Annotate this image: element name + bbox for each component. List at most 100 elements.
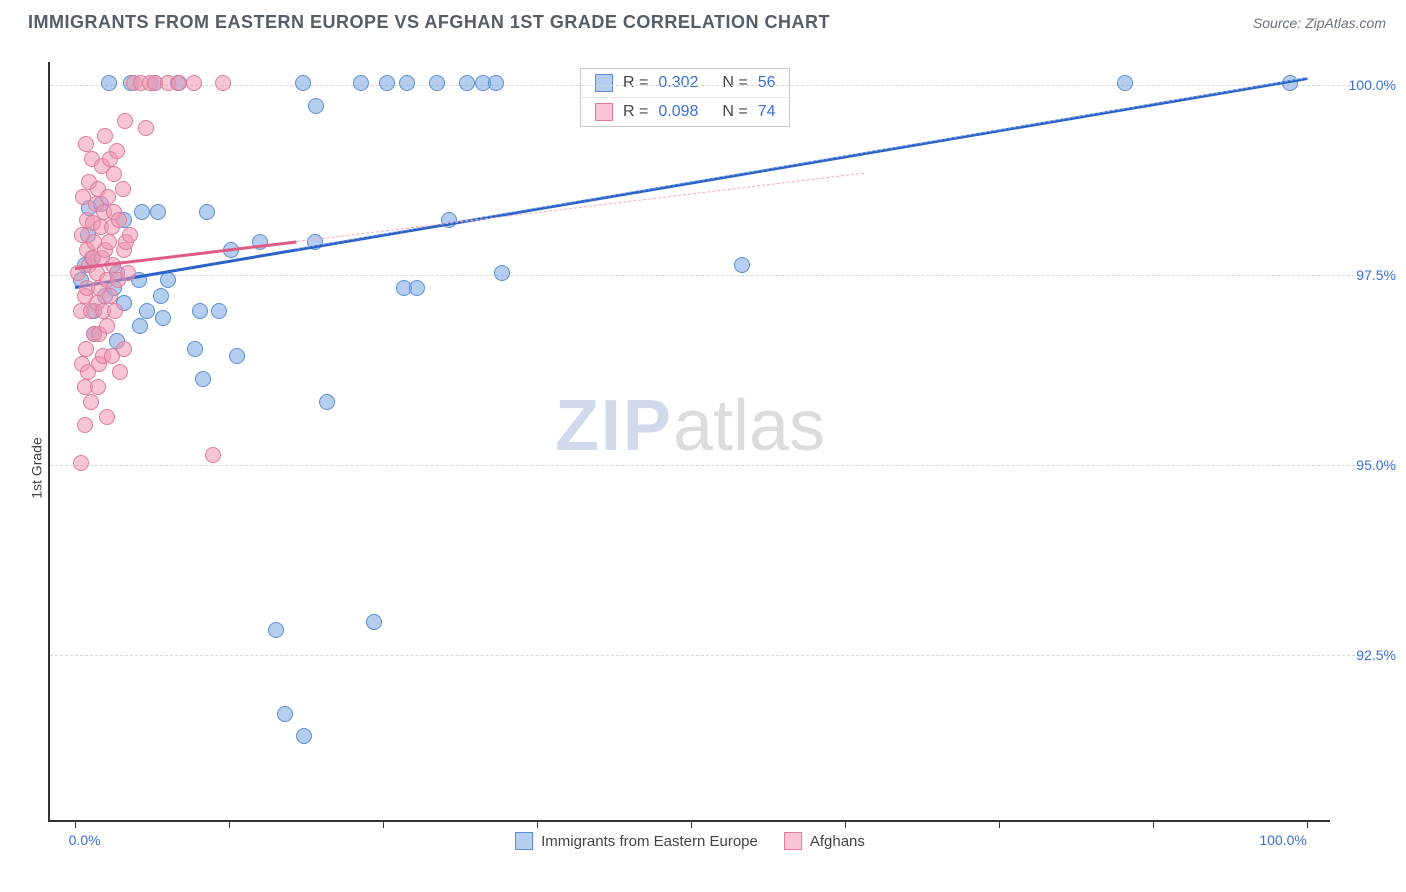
x-tick	[1153, 820, 1154, 828]
stat-n-label: N =	[722, 103, 747, 121]
scatter-point-eastern	[494, 265, 510, 281]
scatter-point-eastern	[134, 204, 150, 220]
gridline-h	[50, 655, 1360, 656]
scatter-point-afghans	[138, 120, 154, 136]
stat-n-label: N =	[722, 74, 747, 92]
scatter-point-eastern	[139, 303, 155, 319]
scatter-point-afghans	[186, 75, 202, 91]
x-tick-label: 100.0%	[1259, 832, 1306, 848]
stat-r-value-afghans: 0.098	[658, 103, 712, 121]
scatter-point-eastern	[366, 614, 382, 630]
x-tick	[383, 820, 384, 828]
scatter-point-eastern	[308, 98, 324, 114]
scatter-point-eastern	[488, 75, 504, 91]
scatter-point-afghans	[99, 318, 115, 334]
swatch-eastern	[595, 74, 613, 92]
x-tick-label: 0.0%	[69, 832, 101, 848]
trendline-afghans	[296, 172, 863, 241]
chart-area: 1st Grade ZIPatlas R =0.302N =56R =0.098…	[0, 44, 1406, 892]
legend-label-eastern: Immigrants from Eastern Europe	[541, 833, 758, 850]
scatter-point-afghans	[107, 303, 123, 319]
x-tick	[1307, 820, 1308, 828]
scatter-point-afghans	[215, 75, 231, 91]
legend-item-eastern: Immigrants from Eastern Europe	[515, 832, 758, 850]
scatter-point-eastern	[211, 303, 227, 319]
x-tick	[537, 820, 538, 828]
scatter-point-eastern	[399, 75, 415, 91]
scatter-point-eastern	[229, 348, 245, 364]
scatter-point-eastern	[187, 341, 203, 357]
y-tick-label: 92.5%	[1356, 647, 1396, 663]
scatter-point-afghans	[101, 234, 117, 250]
scatter-point-afghans	[77, 417, 93, 433]
stat-n-value-afghans: 74	[758, 103, 776, 121]
legend-swatch-eastern	[515, 832, 533, 850]
scatter-point-eastern	[192, 303, 208, 319]
scatter-point-afghans	[115, 181, 131, 197]
scatter-point-eastern	[734, 257, 750, 273]
scatter-point-eastern	[429, 75, 445, 91]
legend: Immigrants from Eastern Europe Afghans	[515, 832, 865, 850]
y-axis-label: 1st Grade	[29, 437, 45, 498]
scatter-point-afghans	[111, 212, 127, 228]
scatter-point-afghans	[205, 447, 221, 463]
legend-label-afghans: Afghans	[810, 833, 865, 850]
gridline-h	[50, 275, 1360, 276]
scatter-point-eastern	[379, 75, 395, 91]
scatter-point-afghans	[83, 394, 99, 410]
scatter-point-eastern	[277, 706, 293, 722]
scatter-point-afghans	[109, 143, 125, 159]
legend-item-afghans: Afghans	[784, 832, 865, 850]
scatter-point-afghans	[102, 288, 118, 304]
stat-n-value-eastern: 56	[758, 74, 776, 92]
scatter-point-afghans	[106, 166, 122, 182]
gridline-h	[50, 465, 1360, 466]
scatter-point-eastern	[268, 622, 284, 638]
scatter-point-eastern	[319, 394, 335, 410]
scatter-point-eastern	[199, 204, 215, 220]
watermark-atlas: atlas	[673, 386, 825, 466]
scatter-point-afghans	[122, 227, 138, 243]
scatter-point-eastern	[153, 288, 169, 304]
chart-title: IMMIGRANTS FROM EASTERN EUROPE VS AFGHAN…	[28, 12, 830, 33]
scatter-point-afghans	[120, 265, 136, 281]
scatter-point-eastern	[132, 318, 148, 334]
stat-r-label: R =	[623, 74, 648, 92]
y-tick-label: 97.5%	[1356, 267, 1396, 283]
scatter-point-eastern	[1117, 75, 1133, 91]
scatter-point-afghans	[112, 364, 128, 380]
watermark: ZIPatlas	[555, 385, 825, 467]
scatter-point-eastern	[150, 204, 166, 220]
x-tick	[229, 820, 230, 828]
scatter-point-afghans	[99, 409, 115, 425]
legend-swatch-afghans	[784, 832, 802, 850]
stats-row-eastern: R =0.302N =56	[581, 69, 789, 97]
scatter-point-afghans	[73, 455, 89, 471]
scatter-point-eastern	[353, 75, 369, 91]
scatter-point-afghans	[117, 113, 133, 129]
scatter-point-afghans	[97, 128, 113, 144]
scatter-point-eastern	[409, 280, 425, 296]
watermark-zip: ZIP	[555, 386, 673, 466]
y-tick-label: 100.0%	[1349, 77, 1396, 93]
scatter-point-afghans	[116, 341, 132, 357]
source-label: Source: ZipAtlas.com	[1253, 15, 1386, 31]
x-tick	[999, 820, 1000, 828]
scatter-point-afghans	[78, 341, 94, 357]
scatter-point-afghans	[90, 379, 106, 395]
scatter-point-afghans	[100, 189, 116, 205]
scatter-point-eastern	[296, 728, 312, 744]
scatter-point-eastern	[295, 75, 311, 91]
plot-region: ZIPatlas R =0.302N =56R =0.098N =74 Immi…	[48, 62, 1330, 822]
scatter-point-eastern	[160, 272, 176, 288]
stat-r-label: R =	[623, 103, 648, 121]
scatter-point-eastern	[155, 310, 171, 326]
swatch-afghans	[595, 103, 613, 121]
gridline-h	[50, 85, 1360, 86]
scatter-point-afghans	[171, 75, 187, 91]
y-tick-label: 95.0%	[1356, 457, 1396, 473]
correlation-stats-box: R =0.302N =56R =0.098N =74	[580, 68, 790, 127]
x-tick	[75, 820, 76, 828]
stats-row-afghans: R = 0.098 N = 74	[581, 97, 789, 126]
x-tick	[691, 820, 692, 828]
